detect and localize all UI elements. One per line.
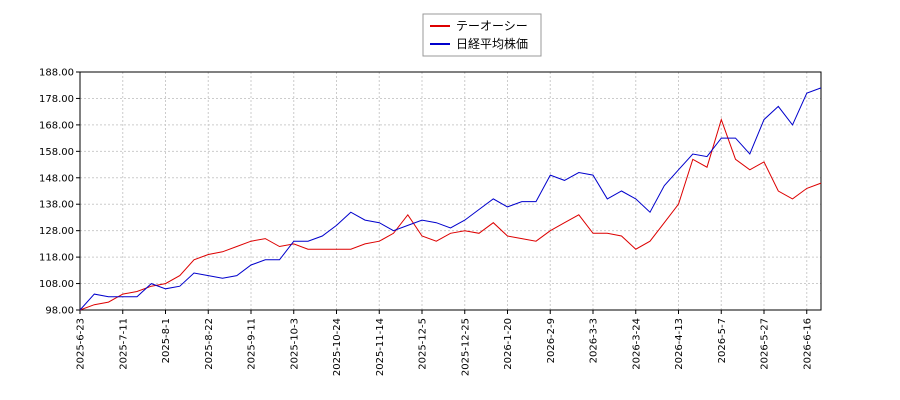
y-tick-label: 188.00 [39, 68, 74, 79]
y-tick-label: 98.00 [45, 306, 74, 317]
series-line [79, 117, 822, 311]
x-tick-label: 2026-5-27 [760, 318, 771, 370]
x-tick-label: 2025-10-3 [289, 318, 300, 370]
legend-box [422, 13, 542, 57]
x-tick-label: 2025-10-24 [332, 318, 343, 376]
y-tick-label: 148.00 [39, 173, 74, 184]
x-tick-label: 2026-5-7 [717, 318, 728, 363]
x-tick-label: 2026-2-9 [546, 318, 557, 363]
y-tick-label: 158.00 [39, 147, 74, 158]
y-tick-label: 138.00 [39, 200, 74, 211]
y-tick-label: 128.00 [39, 226, 74, 237]
x-tick-label: 2025-6-23 [76, 318, 87, 370]
y-tick-label: 168.00 [39, 120, 74, 131]
legend [422, 13, 542, 57]
legend-label: 日経平均株価 [456, 36, 528, 51]
x-tick-label: 2026-3-24 [631, 318, 642, 370]
x-tick-label: 2025-12-25 [460, 318, 471, 376]
x-tick-label: 2025-9-11 [247, 318, 258, 370]
plot-area [80, 72, 821, 310]
x-tick-label: 2025-8-1 [161, 318, 172, 363]
y-tick-label: 108.00 [39, 279, 74, 290]
plot-frame [79, 71, 822, 311]
x-tick-label: 2025-7-11 [118, 318, 129, 370]
x-tick-label: 2025-8-22 [204, 318, 215, 370]
x-tick-label: 2026-1-20 [503, 318, 514, 370]
x-tick-label: 2026-3-3 [589, 318, 600, 363]
series-line [79, 87, 822, 311]
x-tick-label: 2025-11-14 [375, 318, 386, 376]
y-tick-label: 118.00 [39, 253, 74, 264]
x-tick-label: 2026-6-16 [802, 318, 813, 370]
x-tick-label: 2026-4-13 [674, 318, 685, 370]
legend-label: テーオーシー [456, 19, 528, 33]
y-tick-label: 178.00 [39, 94, 74, 105]
x-tick-label: 2025-12-5 [418, 318, 429, 370]
